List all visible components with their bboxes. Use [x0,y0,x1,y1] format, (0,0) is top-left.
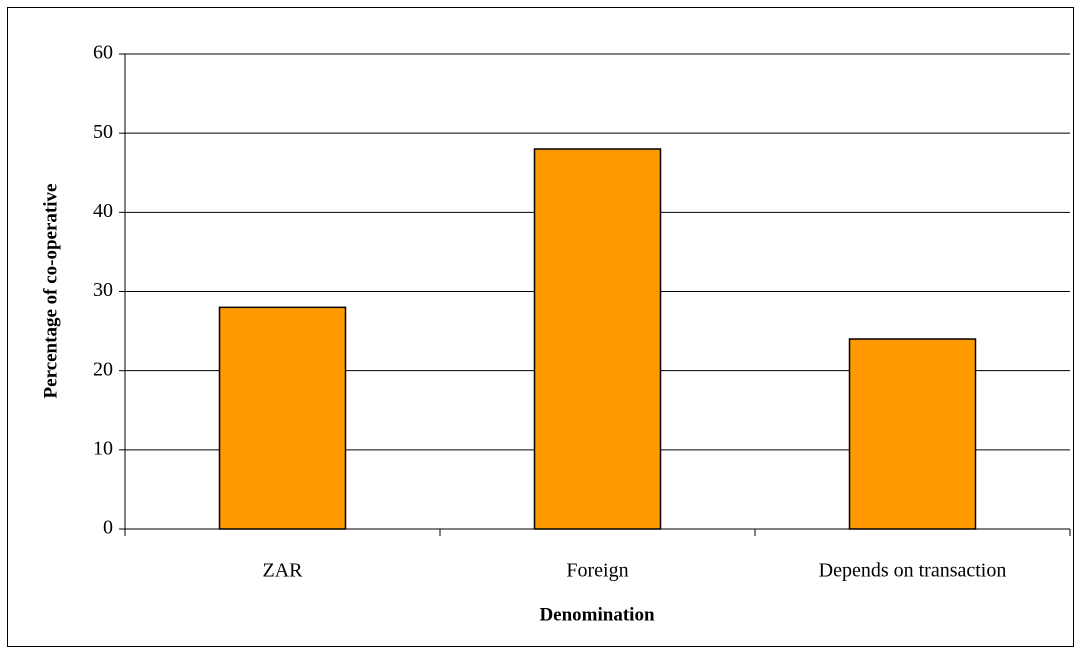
y-tick-label: 50 [93,121,113,143]
y-tick-label: 0 [103,517,113,539]
y-tick-label: 60 [93,42,113,64]
y-tick-label: 30 [93,279,113,301]
y-tick-label: 10 [93,437,113,459]
bar [848,338,977,530]
x-tick-label: Depends on transaction [819,560,1007,582]
bar [218,306,347,530]
x-tick-label: Foreign [566,560,628,582]
y-axis-title: Percentage of co-operative [40,184,61,399]
y-tick-label: 40 [93,200,113,222]
x-axis-title: Denomination [539,604,655,625]
bar [533,148,662,530]
x-tick-label: ZAR [263,560,304,582]
y-tick-label: 20 [93,358,113,380]
